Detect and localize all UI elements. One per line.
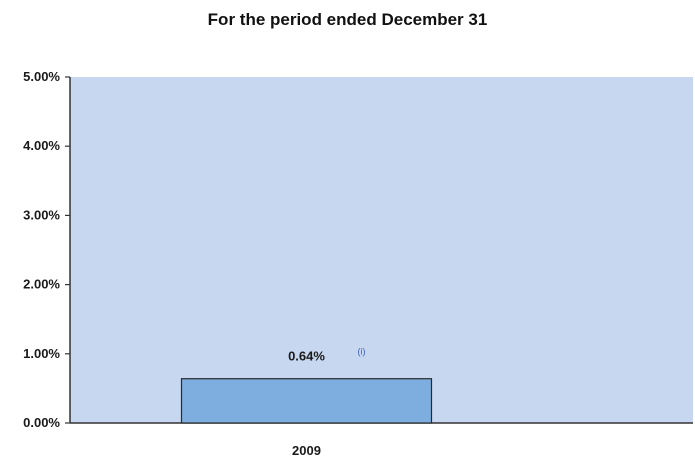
y-tick-label: 3.00% — [23, 207, 60, 222]
plot-area — [70, 77, 693, 423]
chart-title: For the period ended December 31 — [207, 10, 488, 29]
y-tick-label: 0.00% — [23, 415, 60, 430]
bar — [180, 378, 433, 424]
y-axis-ticks: 0.00% 1.00% 2.00% 3.00% 4.00% 5.00% — [23, 69, 70, 430]
bar-labels: 0.64% (i) — [288, 347, 365, 364]
bar-value-label: 0.64% — [288, 349, 325, 364]
y-tick-label: 4.00% — [23, 138, 60, 153]
x-tick-label: 2009 — [292, 443, 321, 458]
y-tick-label: 1.00% — [23, 346, 60, 361]
y-tick-label: 5.00% — [23, 69, 60, 84]
bars — [180, 378, 433, 424]
x-axis-ticks: 2009 — [292, 443, 321, 458]
footnote-marker: (i) — [358, 347, 366, 357]
y-tick-label: 2.00% — [23, 277, 60, 292]
